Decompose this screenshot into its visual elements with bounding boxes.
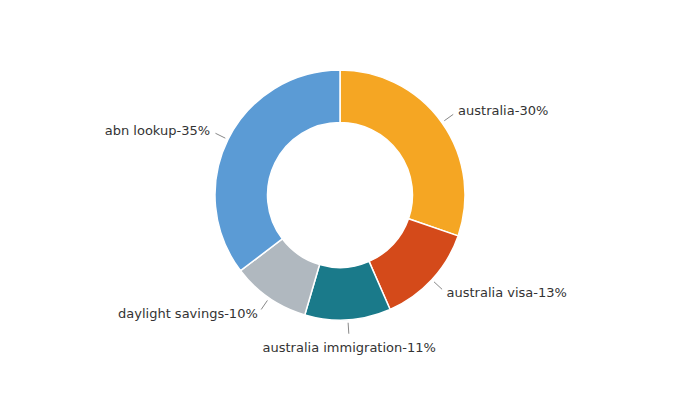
- leader-line: [348, 323, 350, 334]
- slices: [215, 70, 465, 320]
- leader-line: [215, 133, 225, 138]
- data-label: australia immigration-11%: [263, 340, 436, 355]
- data-label: australia-30%: [458, 103, 548, 118]
- slice: [215, 70, 340, 271]
- leader-line: [444, 114, 453, 120]
- leader-line: [261, 300, 267, 309]
- labels: australia-30% australia visa-13% australia…: [105, 103, 567, 355]
- data-label: daylight savings-10%: [118, 306, 258, 321]
- leader-line: [434, 282, 442, 289]
- data-label: abn lookup-35%: [105, 123, 210, 138]
- slice: [340, 70, 465, 236]
- data-label: australia visa-13%: [447, 285, 567, 300]
- chart: australia-30% australia visa-13% australia…: [0, 0, 680, 400]
